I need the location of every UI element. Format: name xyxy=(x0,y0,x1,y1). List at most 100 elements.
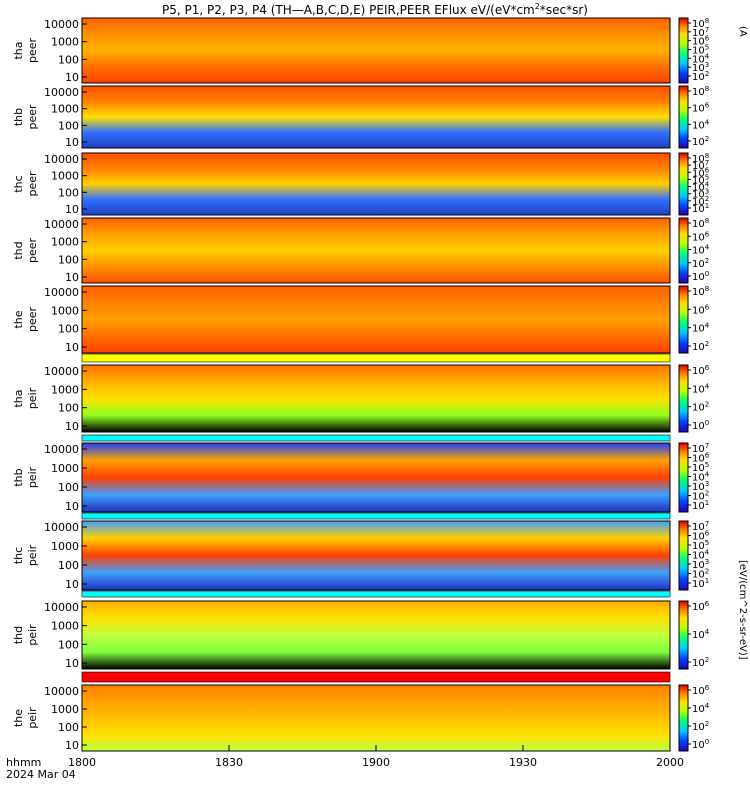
panel-frame xyxy=(81,152,671,216)
heatmap-area xyxy=(82,153,670,215)
colorbar xyxy=(678,217,689,284)
colorbar-tick-label: 108 xyxy=(692,17,709,30)
colorbar-tick-label: 106 xyxy=(692,166,710,179)
heatmap-area xyxy=(82,18,670,83)
panel-probe-label: thd xyxy=(12,241,25,259)
y-tick-label: 1000 xyxy=(51,620,79,633)
colorbar-tick-label: 105 xyxy=(692,461,709,474)
panel-species-label: peer xyxy=(26,307,39,333)
colorbar-tick-label: 107 xyxy=(692,26,709,39)
colorbar-tick-label: 100 xyxy=(692,419,709,432)
colorbar-tick-label: 103 xyxy=(692,188,709,201)
colorbar-tick-label: 102 xyxy=(692,340,709,353)
colorbar-tick-label: 101 xyxy=(692,499,709,512)
y-tick-label: 100 xyxy=(58,481,79,494)
colorbar-tick-label: 104 xyxy=(692,322,710,335)
colorbar-tick-label: 103 xyxy=(692,558,709,571)
colorbar-tick-label: 102 xyxy=(692,257,709,270)
x-tick-label: 1800 xyxy=(68,756,96,769)
panel-probe-label: thc xyxy=(12,547,25,564)
y-tick-label: 10 xyxy=(65,500,79,513)
panel-thc-peer: 10000 1000 100 10 thc peer 1081071061051041031… xyxy=(12,152,710,216)
colorbar-tick-label: 106 xyxy=(692,102,710,115)
colorbar-tick-label: 104 xyxy=(692,549,710,562)
colorbar-tick-label: 102 xyxy=(692,568,709,581)
colorbar-tick-label: 106 xyxy=(692,364,710,377)
y-tick-label: 10000 xyxy=(44,601,79,614)
colorbar-tick-label: 105 xyxy=(692,44,709,57)
colorbar-tick-label: 108 xyxy=(692,85,709,98)
figure-title: P5, P1, P2, P3, P4 (TH—A,B,C,D,E) PEIR,P… xyxy=(162,2,588,17)
y-tick-label: 100 xyxy=(58,53,79,66)
y-tick-label: 100 xyxy=(58,253,79,266)
panel-frame xyxy=(81,364,671,433)
y-tick-label: 10 xyxy=(65,578,79,591)
colorbar-tick-label: 102 xyxy=(692,135,709,148)
y-tick-label: 100 xyxy=(58,721,79,734)
colorbar xyxy=(678,364,689,433)
panel-species-label: peer xyxy=(26,104,39,130)
y-tick-label: 10 xyxy=(65,739,79,752)
colorbar-tick-label: 104 xyxy=(692,471,710,484)
y-tick-label: 1000 xyxy=(51,103,79,116)
y-tick-label: 10000 xyxy=(44,218,79,231)
panel-species-label: peir xyxy=(26,544,39,566)
panel-species-label: peir xyxy=(26,707,39,729)
colorbar xyxy=(678,17,689,84)
panel-probe-label: thb xyxy=(12,108,25,126)
y-tick-label: 1000 xyxy=(51,36,79,49)
colorbar-units-bottom: [eV/(cm^2-s-sr-eV)] xyxy=(737,560,748,660)
y-tick-label: 10 xyxy=(65,271,79,284)
heatmap-area xyxy=(82,86,670,148)
panel-thb-peer: 10000 1000 100 10 thb peer 108 106 104 102 xyxy=(12,85,710,149)
y-tick-label: 10000 xyxy=(44,521,79,534)
panel-frame xyxy=(81,85,671,149)
x-axis-label-hhmm: hhmm xyxy=(6,756,41,769)
colorbar-units-top: (A xyxy=(737,26,748,37)
panel-probe-label: tha xyxy=(12,389,25,407)
colorbar-tick-label: 107 xyxy=(692,442,709,455)
colorbar-tick-label: 107 xyxy=(692,159,709,172)
heatmap-area xyxy=(82,601,670,669)
colorbar-tick-label: 102 xyxy=(692,490,709,503)
panel-probe-label: the xyxy=(12,709,25,727)
y-tick-label: 100 xyxy=(58,559,79,572)
panel-frame xyxy=(81,285,671,354)
panel-probe-label: thb xyxy=(12,468,25,486)
panel-the-peir: 10000 1000 100 10 the peir 106 104 102 100 xyxy=(12,684,710,752)
panel-probe-label: thd xyxy=(12,626,25,644)
x-tick-label: 1930 xyxy=(509,756,537,769)
panel-species-label: peer xyxy=(26,171,39,197)
colorbar-tick-label: 108 xyxy=(692,217,709,230)
y-tick-label: 1000 xyxy=(51,236,79,249)
colorbar xyxy=(678,85,689,149)
panel-species-label: peer xyxy=(26,238,39,264)
colorbar-tick-label: 100 xyxy=(692,738,709,751)
mode-strip xyxy=(81,434,671,442)
panel-species-label: peir xyxy=(26,387,39,409)
panel-frame xyxy=(81,442,671,513)
y-tick-label: 1000 xyxy=(51,462,79,475)
y-tick-label: 10 xyxy=(65,341,79,354)
colorbar-tick-label: 102 xyxy=(692,401,709,414)
colorbar-tick-label: 108 xyxy=(692,152,709,165)
colorbar-tick-label: 104 xyxy=(692,702,710,715)
x-axis-label-date: 2024 Mar 04 xyxy=(6,768,76,781)
colorbar-tick-label: 101 xyxy=(692,202,709,215)
colorbar-tick-label: 104 xyxy=(692,118,710,131)
y-tick-label: 100 xyxy=(58,323,79,336)
heatmap-area xyxy=(82,365,670,432)
y-tick-label: 100 xyxy=(58,186,79,199)
colorbar-tick-label: 106 xyxy=(692,600,710,613)
colorbar-tick-label: 108 xyxy=(692,285,709,298)
colorbar-tick-label: 102 xyxy=(692,70,709,83)
colorbar xyxy=(678,520,689,591)
y-tick-label: 10 xyxy=(65,657,79,670)
colorbar-tick-label: 104 xyxy=(692,382,710,395)
y-tick-label: 10 xyxy=(65,420,79,433)
mode-strip xyxy=(81,353,671,363)
panel-the-peer: 10000 1000 100 10 the peer 108 106 104 102 xyxy=(12,285,710,354)
